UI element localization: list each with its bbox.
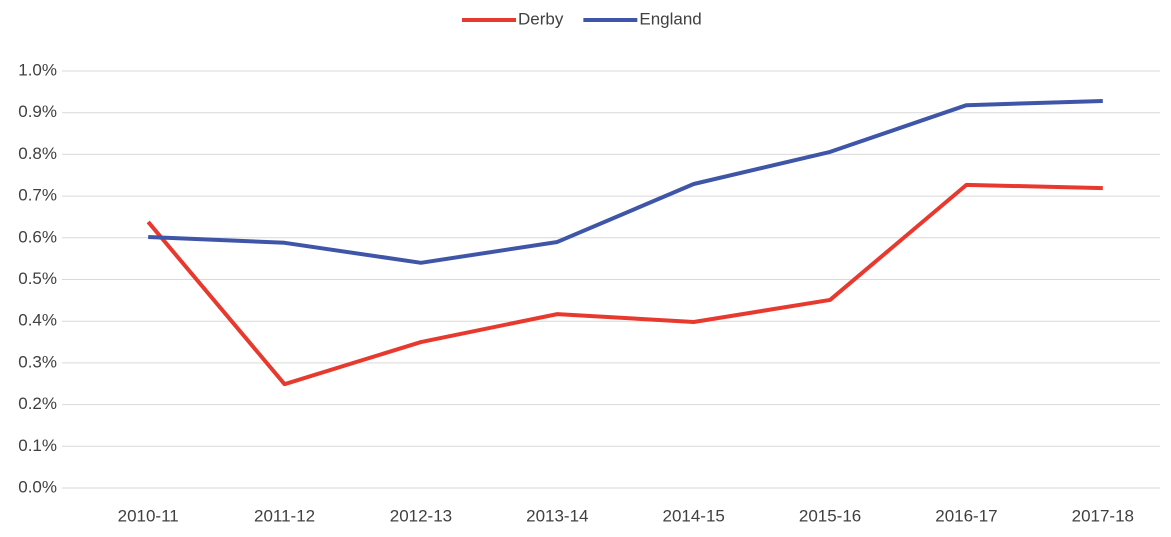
- x-tick-label: 2016-17: [935, 506, 997, 525]
- y-tick-label: 1.0%: [18, 60, 57, 79]
- y-tick-label: 0.2%: [18, 394, 57, 413]
- y-tick-label: 0.9%: [18, 102, 57, 121]
- series-line: [148, 99, 1103, 265]
- y-tick-label: 0.1%: [18, 436, 57, 455]
- legend-label: England: [639, 9, 701, 28]
- x-tick-label: 2017-18: [1072, 506, 1134, 525]
- y-tick-label: 0.6%: [18, 227, 57, 246]
- y-tick-label: 0.0%: [18, 477, 57, 496]
- x-tick-label: 2010-11: [118, 506, 179, 525]
- x-tick-label: 2012-13: [390, 506, 452, 525]
- x-tick-label: 2014-15: [662, 506, 724, 525]
- y-tick-label: 0.5%: [18, 269, 57, 288]
- x-tick-label: 2013-14: [526, 506, 588, 525]
- y-tick-label: 0.4%: [18, 311, 57, 330]
- y-tick-label: 0.7%: [18, 186, 57, 205]
- y-tick-label: 0.8%: [18, 144, 57, 163]
- legend-label: Derby: [518, 9, 564, 28]
- x-tick-label: 2015-16: [799, 506, 861, 525]
- y-tick-label: 0.3%: [18, 352, 57, 371]
- x-tick-label: 2011-12: [254, 506, 315, 525]
- series-line: [146, 182, 1103, 387]
